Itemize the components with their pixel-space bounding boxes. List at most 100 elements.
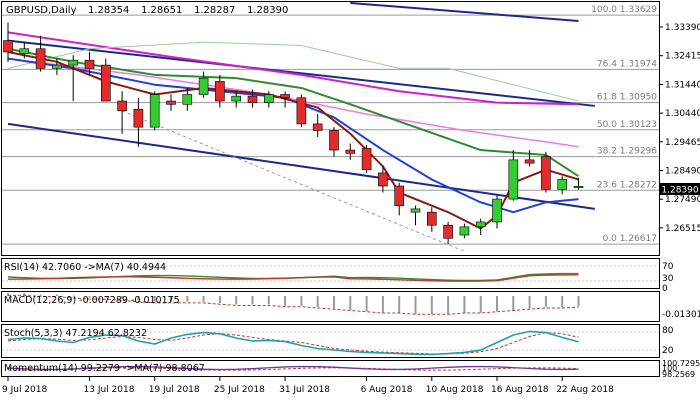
candle-29: [475, 218, 486, 236]
overlay-line-2: [7, 41, 579, 102]
fib-label-0: 100.0 1.33629: [591, 5, 657, 15]
price-tick-label-1: 1.32415: [665, 52, 700, 62]
price-tick-label-5: 1.28490: [665, 167, 700, 177]
candle-body-10: [166, 100, 176, 105]
price-tick-label-3: 1.30440: [665, 109, 700, 119]
momentum-tick-low: 98.2569: [662, 370, 695, 379]
candle-body-9: [149, 94, 160, 128]
candle-body-20: [329, 130, 339, 151]
candle-10: [166, 94, 176, 111]
candle-body-26: [426, 211, 437, 226]
macd-signal-line: [8, 294, 579, 315]
candle-34: [557, 176, 568, 195]
time-tick-label-7: 16 Aug 2018: [491, 385, 549, 395]
candle-body-8: [133, 108, 144, 128]
last-price-label: 1.28390: [661, 186, 698, 196]
time-tick-label-0: 9 Jul 2018: [2, 385, 47, 395]
candle-body-13: [215, 81, 225, 102]
candle-body-7: [117, 100, 127, 112]
candle-2: [35, 35, 46, 72]
candle-body-14: [231, 95, 241, 102]
candle-body-18: [296, 97, 307, 125]
candle-body-17: [280, 94, 290, 99]
fib-label-4: 38.2 1.29296: [597, 147, 657, 157]
candle-body-6: [101, 64, 111, 102]
time-tick-label-2: 19 Jul 2018: [149, 385, 200, 395]
candle-body-3: [52, 64, 62, 69]
candle-body-11: [182, 94, 193, 105]
trendline-2: [350, 2, 579, 22]
candle-20: [329, 127, 339, 157]
candle-body-24: [394, 185, 405, 206]
stoch-tick-20: 20: [662, 346, 674, 356]
candle-body-1: [19, 48, 30, 54]
candle-26: [426, 207, 437, 232]
candle-11: [182, 87, 193, 111]
ohlc-high: 1.28651: [141, 5, 182, 16]
candle-5: [84, 52, 95, 75]
rsi-panel: [1, 258, 660, 289]
candle-33: [541, 151, 551, 193]
momentum-panel: [1, 360, 660, 377]
candle-8: [133, 97, 144, 147]
candle-28: [459, 223, 470, 239]
candle-body-5: [84, 59, 95, 69]
candle-1: [19, 42, 30, 59]
overlay-line-4: [7, 57, 579, 214]
symbol-header: GBPUSD,Daily: [6, 5, 77, 16]
candle-25: [410, 205, 421, 226]
candle-body-32: [524, 159, 535, 164]
candle-body-19: [312, 123, 323, 131]
rsi-tick-30: 30: [662, 274, 674, 284]
candle-body-22: [361, 148, 372, 170]
candle-27: [443, 221, 453, 245]
ohlc-low: 1.28287: [194, 5, 235, 16]
overlay-line-0: [7, 31, 579, 106]
candle-body-16: [263, 94, 274, 103]
price-tick-label-2: 1.31440: [665, 80, 700, 90]
candle-body-35: [573, 186, 584, 188]
candle-23: [378, 166, 388, 193]
candle-19: [312, 114, 323, 137]
candle-7: [117, 91, 127, 134]
candle-9: [149, 91, 160, 131]
candle-body-2: [35, 48, 46, 69]
ohlc-close: 1.28390: [247, 5, 288, 16]
candle-32: [524, 150, 535, 167]
time-tick-label-4: 31 Jul 2018: [279, 385, 330, 395]
price-tick-label-7: 1.26515: [665, 224, 700, 234]
momentum-ma-line: [7, 367, 579, 371]
macd-tick: -0.01301: [662, 310, 700, 320]
time-tick-label-3: 25 Jul 2018: [214, 385, 265, 395]
candle-30: [492, 195, 502, 229]
trendline-1: [7, 122, 595, 210]
candle-body-4: [68, 59, 78, 66]
fib-label-3: 50.0 1.30123: [597, 120, 657, 130]
price-panel: [1, 1, 660, 256]
stoch-k-line: [7, 330, 579, 356]
candle-35: [573, 177, 584, 190]
candle-13: [215, 74, 225, 108]
time-tick-label-5: 6 Aug 2018: [361, 385, 413, 395]
momentum-tick-high: 100.7295: [662, 359, 700, 368]
candle-body-12: [198, 77, 209, 95]
candle-body-23: [378, 172, 388, 187]
momentum-tick-mid: 100: [662, 364, 677, 373]
rsi-ma-line: [7, 274, 579, 282]
ohlc-open: 1.28354: [88, 5, 129, 16]
stoch-label: Stoch(5,3,3) 47.2194 62.8232: [4, 328, 147, 339]
overlay-line-1: [7, 57, 579, 148]
time-tick-label-6: 10 Aug 2018: [426, 385, 484, 395]
last-price-box: [660, 183, 700, 195]
candle-6: [101, 58, 111, 102]
price-tick-label-0: 1.33390: [665, 23, 700, 33]
candle-body-30: [492, 198, 502, 223]
rsi-tick-70: 70: [662, 262, 674, 272]
candle-12: [198, 71, 209, 98]
trendline-0: [7, 39, 595, 107]
candle-18: [296, 94, 307, 128]
fib-label-5: 23.6 1.28272: [597, 180, 657, 190]
price-tick-label-6: 1.27490: [665, 195, 700, 205]
